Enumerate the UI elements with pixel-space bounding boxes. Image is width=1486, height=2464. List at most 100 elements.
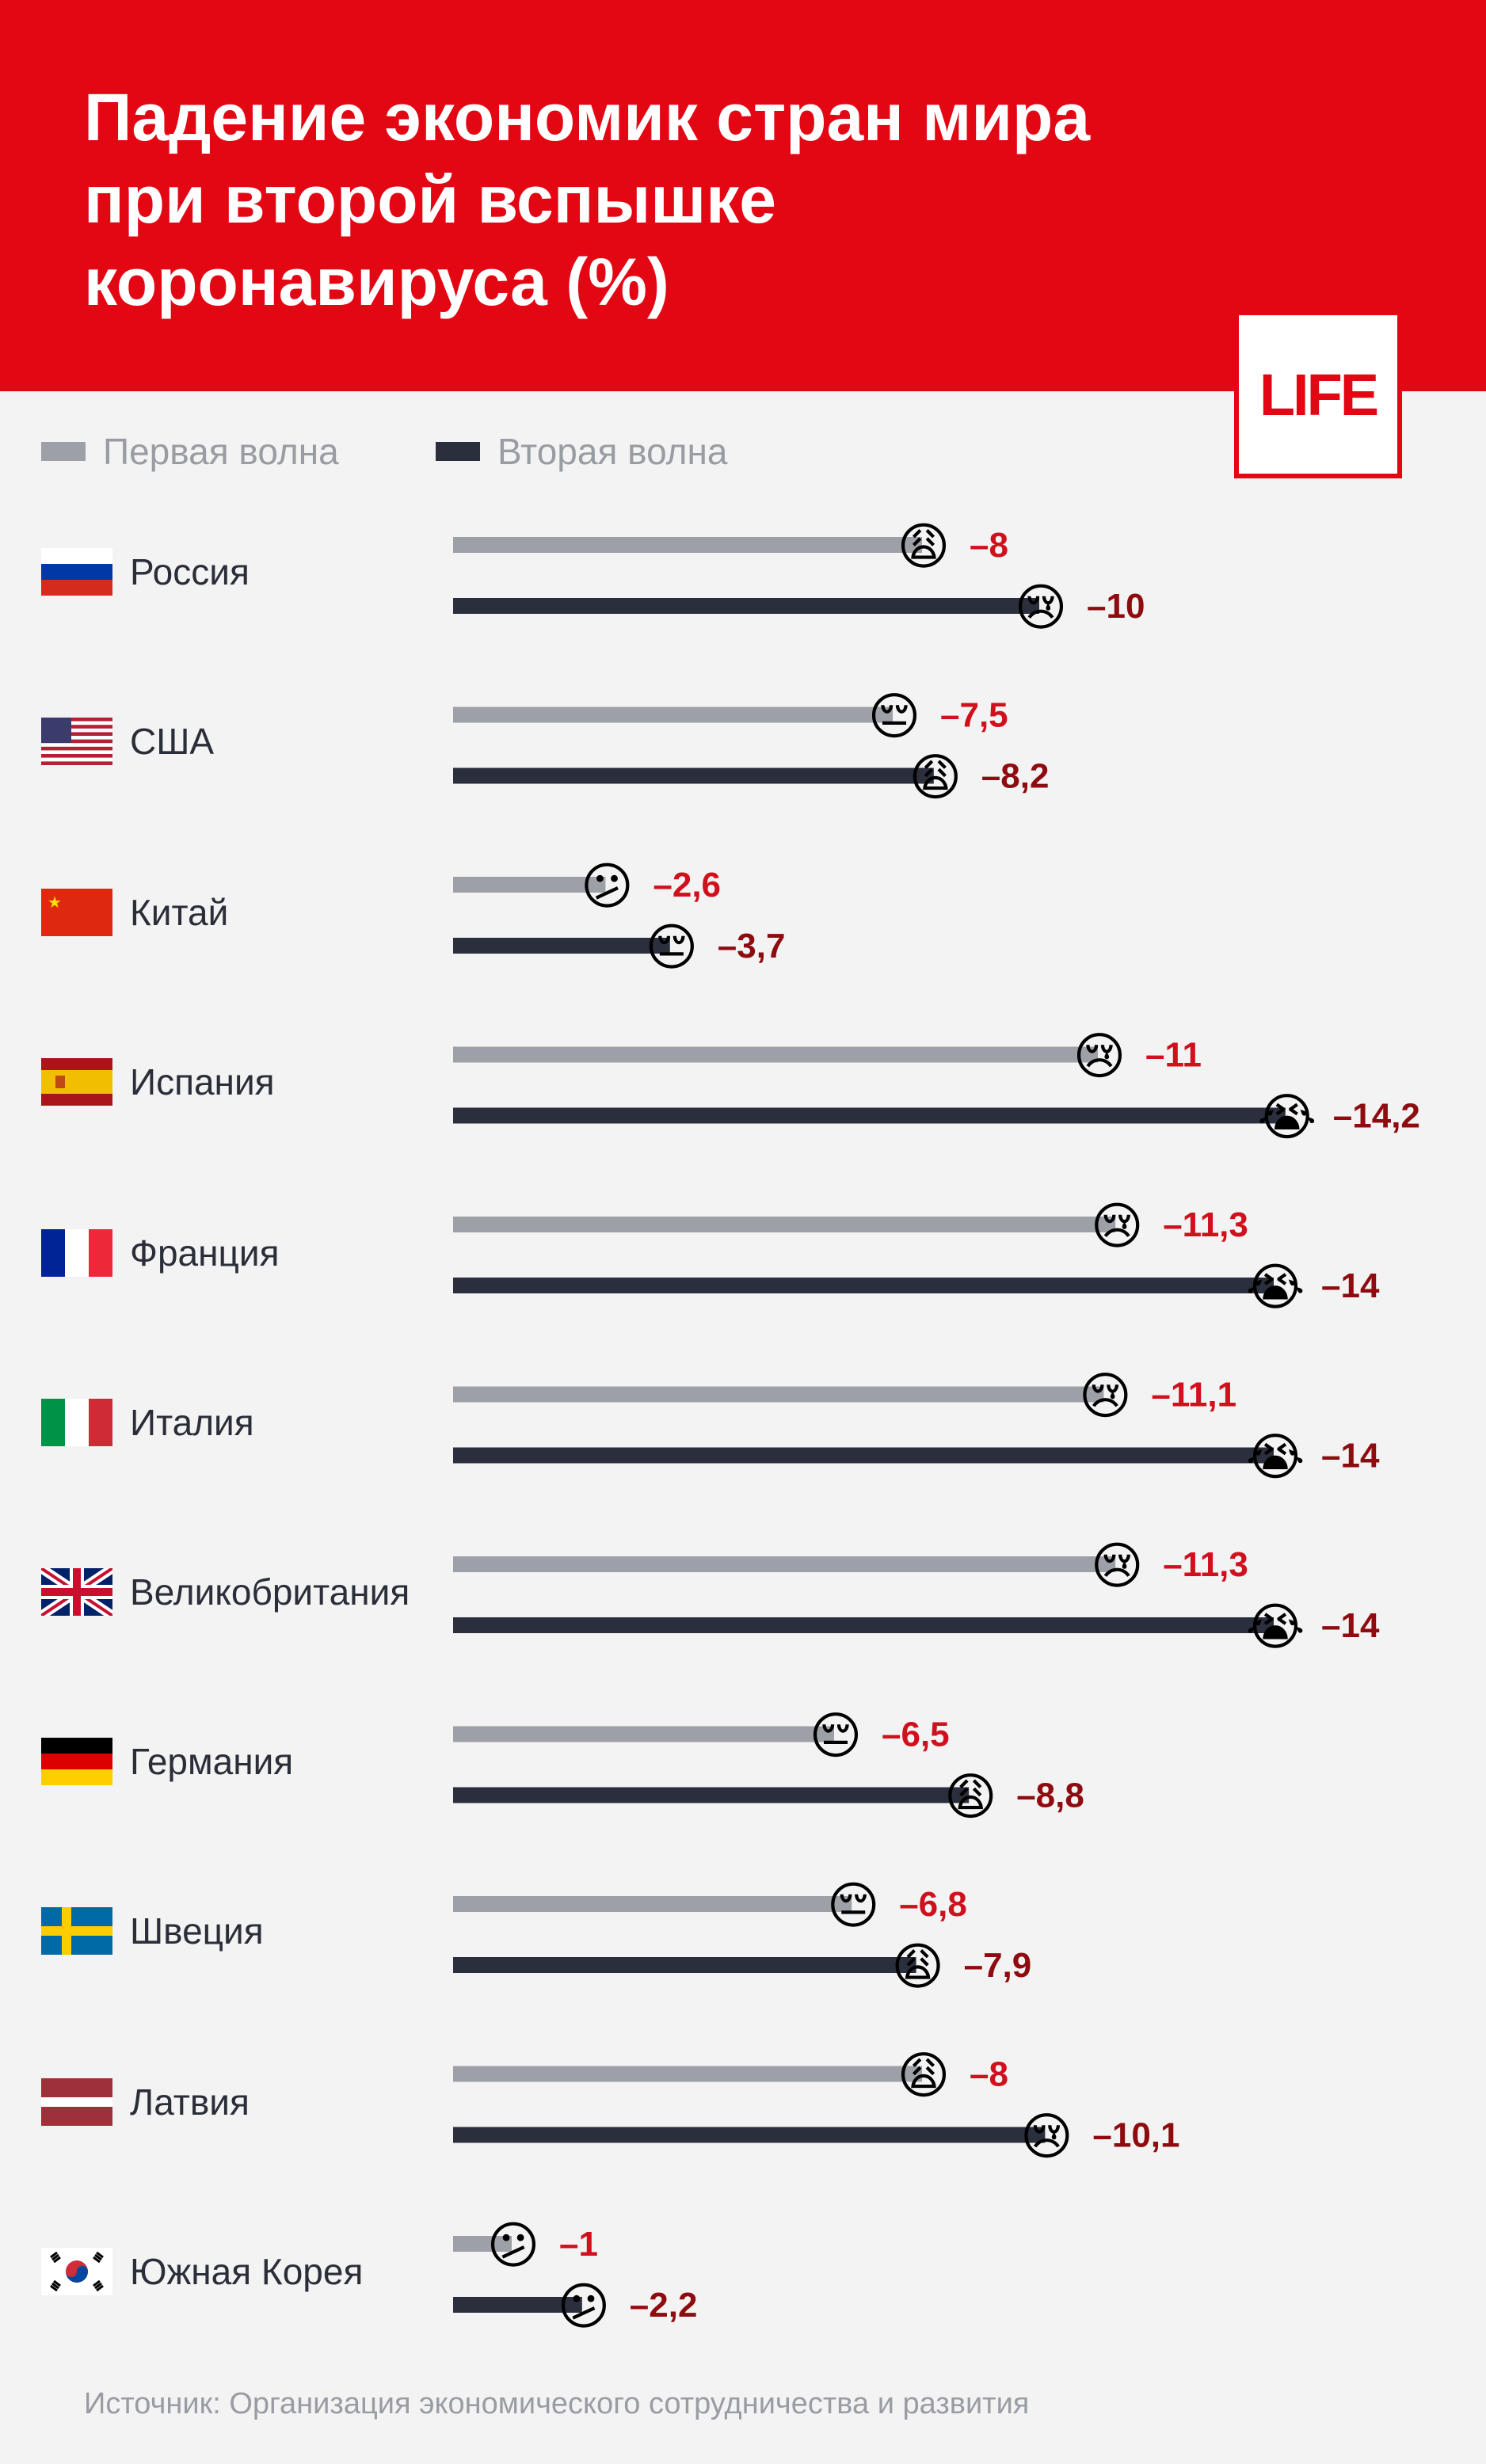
emoji-marker-icon: 😢: [1079, 1368, 1132, 1426]
emoji-marker-icon: 😭: [1246, 1429, 1305, 1487]
country-spain: Испания: [41, 1058, 275, 1106]
spain-flag: [41, 1058, 112, 1106]
legend-swatch-second-wave: [436, 442, 480, 461]
bar-first-wave: [453, 1896, 852, 1912]
data-label: –10: [1087, 587, 1145, 626]
chart-title: Падение экономик стран мира при второй в…: [84, 76, 1272, 323]
title-line-3: коронавируса (%): [84, 245, 669, 319]
bar-first-wave: [453, 1726, 834, 1742]
data-label: –8,2: [981, 757, 1050, 796]
bar-first-wave: [453, 1046, 1098, 1063]
country-name: Испания: [130, 1061, 275, 1103]
country-latvia: Латвия: [41, 2078, 250, 2126]
emoji-marker-icon: 😩: [944, 1769, 997, 1827]
country-russia: Россия: [41, 548, 250, 596]
italy-flag: [41, 1399, 112, 1446]
emoji-marker-icon: 😭: [1246, 1598, 1305, 1657]
data-label: –8: [970, 526, 1008, 565]
data-label: –14: [1321, 1437, 1380, 1476]
france-flag: [41, 1229, 112, 1277]
emoji-marker-icon: 😢: [1091, 1537, 1144, 1596]
country-uk: Великобритания: [41, 1568, 410, 1616]
emoji-marker-icon: 😢: [1073, 1028, 1126, 1087]
country-usa: США: [41, 718, 214, 765]
bar-second-wave: [453, 1957, 916, 1973]
data-label: –14: [1321, 1606, 1380, 1645]
emoji-marker-icon: 😔: [645, 919, 698, 977]
latvia-flag: [41, 2078, 112, 2126]
usa-flag: [41, 718, 112, 765]
data-label: –6,5: [882, 1716, 950, 1754]
country-name: Германия: [130, 1741, 294, 1782]
bar-second-wave: [453, 1107, 1286, 1124]
bar-second-wave: [453, 1787, 970, 1803]
country-name: Италия: [130, 1402, 254, 1443]
data-label: –6,8: [899, 1885, 967, 1924]
country-sweden: Швеция: [41, 1907, 264, 1955]
country-name: Россия: [130, 551, 250, 592]
bar-first-wave: [453, 2236, 512, 2252]
legend-label-second-wave: Вторая волна: [497, 431, 728, 472]
emoji-marker-icon: 😔: [810, 1708, 863, 1766]
bar-first-wave: [453, 706, 893, 723]
bar-second-wave: [453, 1278, 1274, 1293]
emoji-marker-icon: 😭: [1246, 1259, 1305, 1317]
country-name: Китай: [130, 892, 229, 933]
country-italy: Италия: [41, 1399, 254, 1446]
data-label: –11,3: [1163, 1545, 1248, 1584]
country-south-korea: Южная Корея: [41, 2248, 363, 2295]
country-germany: Германия: [41, 1738, 293, 1785]
south-korea-flag: [41, 2248, 112, 2295]
emoji-marker-icon: 😩: [897, 2047, 951, 2106]
emoji-marker-icon: 😢: [1015, 579, 1068, 638]
bar-first-wave: [453, 877, 606, 893]
russia-flag: [41, 548, 112, 596]
country-name: Франция: [130, 1232, 280, 1274]
country-name: Латвия: [130, 2081, 250, 2123]
data-label: –8: [970, 2055, 1008, 2094]
bar-first-wave: [453, 1556, 1116, 1572]
data-label: –1: [559, 2225, 598, 2264]
legend-item-second-wave: Вторая волна: [436, 428, 727, 475]
header-banner: Падение экономик стран мира при второй в…: [0, 0, 1486, 391]
source-note: Источник: Организация экономического сот…: [84, 2387, 1030, 2420]
title-line-1: Падение экономик стран мира: [84, 80, 1091, 154]
china-flag: ★: [41, 889, 112, 936]
data-label: –14: [1321, 1266, 1380, 1305]
bar-second-wave: [453, 2297, 582, 2313]
country-france: Франция: [41, 1229, 280, 1277]
uk-flag: [41, 1568, 112, 1616]
data-label: –8,8: [1016, 1777, 1084, 1815]
country-china: ★ Китай: [41, 889, 228, 936]
bar-first-wave: [453, 537, 922, 553]
emoji-marker-icon: 😩: [891, 1938, 944, 1997]
emoji-marker-icon: 😭: [1257, 1089, 1316, 1148]
svg-text:★: ★: [48, 893, 62, 912]
data-label: –11,3: [1163, 1205, 1248, 1244]
data-label: –2,2: [630, 2286, 698, 2325]
legend-label-first-wave: Первая волна: [103, 431, 339, 472]
germany-flag: [41, 1738, 112, 1785]
bar-first-wave: [453, 1386, 1104, 1403]
bar-first-wave: [453, 1217, 1116, 1232]
data-label: –7,5: [940, 696, 1008, 735]
emoji-marker-icon: 😕: [581, 858, 634, 916]
bar-second-wave: [453, 2127, 1046, 2143]
emoji-marker-icon: 😩: [909, 749, 962, 808]
emoji-marker-icon: 😔: [827, 1877, 880, 1936]
bar-second-wave: [453, 598, 1039, 614]
life-logo: LIFE: [1234, 310, 1402, 478]
bar-second-wave: [453, 1617, 1274, 1633]
country-name: Швеция: [130, 1910, 264, 1952]
data-label: –11: [1145, 1036, 1202, 1075]
data-label: –7,9: [964, 1946, 1032, 1985]
country-name: Великобритания: [130, 1571, 410, 1613]
emoji-marker-icon: 😕: [557, 2278, 610, 2336]
emoji-marker-icon: 😩: [897, 518, 951, 577]
data-label: –2,6: [653, 866, 721, 904]
data-label: –10,1: [1092, 2116, 1179, 2155]
bar-second-wave: [453, 767, 934, 784]
title-line-2: при второй вспышке: [84, 162, 777, 237]
country-name: Южная Корея: [130, 2251, 364, 2292]
